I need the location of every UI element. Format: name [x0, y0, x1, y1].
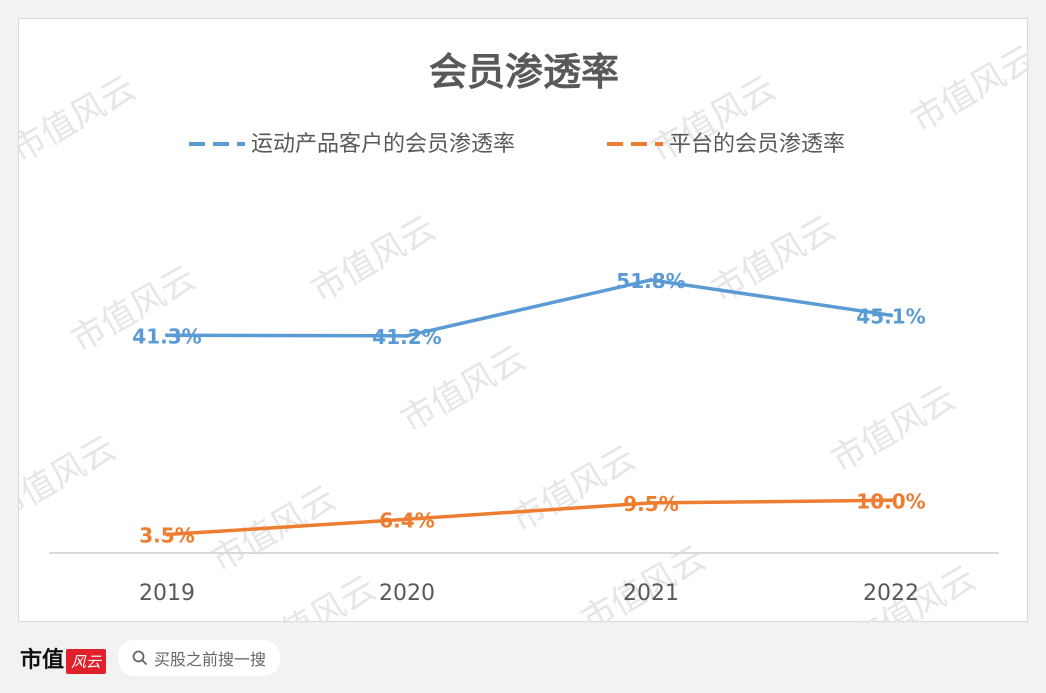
watermark-text: 市值风云: [705, 208, 843, 311]
footer: 市值 风云 买股之前搜一搜: [20, 640, 281, 676]
search-placeholder: 买股之前搜一搜: [154, 650, 267, 669]
data-label: 51.8%: [616, 269, 685, 293]
watermark-text: 市值风云: [305, 208, 443, 311]
brand-name: 市值: [20, 647, 65, 673]
data-label: 3.5%: [139, 524, 194, 548]
series-line: [166, 278, 892, 338]
legend-label: 运动产品客户的会员渗透率: [251, 132, 515, 157]
data-label: 9.5%: [623, 492, 678, 516]
x-tick-label: 2022: [863, 581, 919, 606]
x-tick-label: 2019: [139, 581, 195, 606]
brand-logo-badge: 风云: [66, 649, 107, 674]
data-label: 6.4%: [379, 508, 434, 532]
legend-label: 平台的会员渗透率: [669, 132, 845, 157]
legend: 运动产品客户的会员渗透率 平台的会员渗透率: [189, 132, 845, 157]
search-icon: [132, 650, 148, 666]
watermark-text: 市值风云: [825, 378, 963, 481]
watermark-text: 市值风云: [905, 38, 1029, 141]
watermark-text: 市值风云: [245, 568, 383, 623]
watermark-text: 市值风云: [19, 68, 142, 171]
data-label: 10.0%: [856, 489, 925, 513]
data-point: [889, 498, 893, 503]
data-label: 41.3%: [132, 324, 201, 348]
chart-title: 会员渗透率: [429, 50, 619, 94]
x-tick-label: 2021: [623, 581, 679, 606]
x-axis-ticks: 2019 2020 2021 2022: [139, 581, 919, 606]
brand-logo[interactable]: 市值 风云: [20, 642, 107, 674]
data-point: [889, 313, 893, 318]
data-label: 41.2%: [372, 325, 441, 349]
watermark-text: 市值风云: [395, 338, 533, 441]
data-point: [405, 333, 409, 338]
data-point: [165, 532, 169, 537]
x-tick-label: 2020: [379, 581, 435, 606]
data-point: [165, 333, 169, 338]
data-label: 45.1%: [856, 304, 925, 328]
watermark-text: 市值风云: [19, 428, 122, 531]
search-bar[interactable]: 买股之前搜一搜: [118, 640, 281, 676]
data-point: [649, 500, 653, 505]
data-point: [405, 517, 409, 522]
series-line: [166, 498, 892, 537]
watermark-text: 市值风云: [505, 438, 643, 541]
series-layer: 41.3% 41.2% 51.8% 45.1% 3.5% 6.4% 9.5% 10.0%: [132, 269, 925, 548]
chart-card: 市值风云 市值风云 市值风云 市值风云 市值风云 市值风云 市值风云 市值风云 市值风云 市值风云…: [18, 18, 1029, 623]
data-point: [649, 277, 653, 282]
